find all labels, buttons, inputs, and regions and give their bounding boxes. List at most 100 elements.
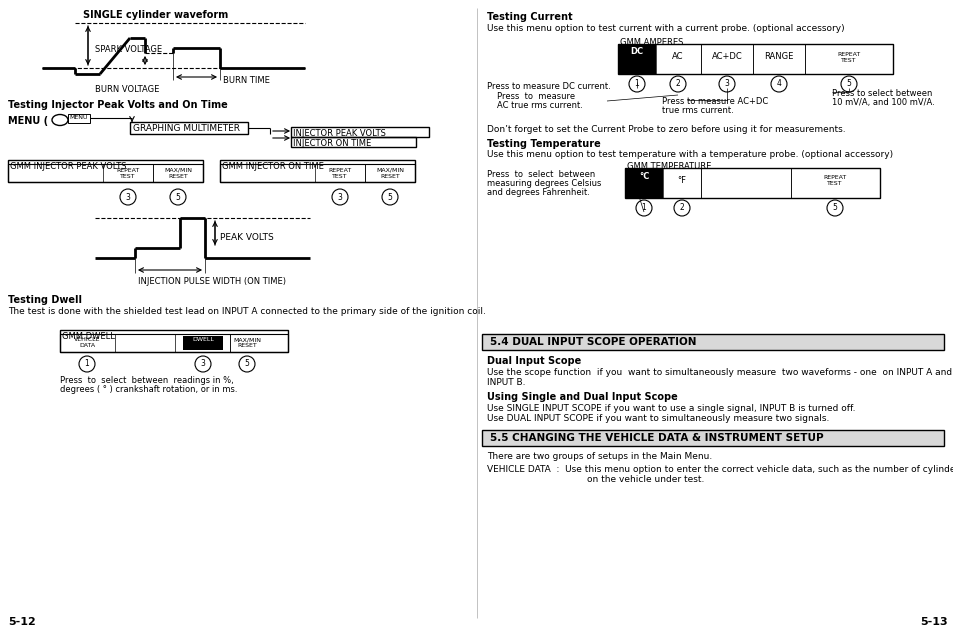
Text: 1: 1 bbox=[634, 80, 639, 88]
Text: BURN VOLTAGE: BURN VOLTAGE bbox=[95, 85, 159, 94]
Text: 5-12: 5-12 bbox=[8, 617, 35, 626]
Text: MAX/MIN
RESET: MAX/MIN RESET bbox=[233, 337, 261, 348]
Bar bbox=[152, 164, 203, 182]
Text: Press to measure DC current.: Press to measure DC current. bbox=[486, 82, 610, 91]
Bar bbox=[103, 164, 152, 182]
Text: 2: 2 bbox=[675, 80, 679, 88]
Text: Press to measure AC+DC: Press to measure AC+DC bbox=[661, 97, 767, 106]
Text: 3: 3 bbox=[200, 359, 205, 369]
Bar bbox=[700, 168, 790, 198]
Bar bbox=[481, 334, 943, 350]
Text: INJECTION PULSE WIDTH (ON TIME): INJECTION PULSE WIDTH (ON TIME) bbox=[138, 277, 286, 286]
Text: on the vehicle under test.: on the vehicle under test. bbox=[586, 475, 703, 484]
Text: Use this menu option to test temperature with a temperature probe. (optional acc: Use this menu option to test temperature… bbox=[486, 150, 892, 159]
Bar bbox=[220, 160, 415, 182]
Text: VEHICLE
DATA: VEHICLE DATA bbox=[73, 337, 100, 348]
Text: BURN TIME: BURN TIME bbox=[223, 76, 270, 85]
Text: There are two groups of setups in the Main Menu.: There are two groups of setups in the Ma… bbox=[486, 452, 712, 461]
Text: measuring degrees Celsius: measuring degrees Celsius bbox=[486, 179, 600, 188]
Text: Press  to  measure: Press to measure bbox=[497, 92, 575, 101]
Text: 2: 2 bbox=[679, 203, 683, 212]
Text: °F: °F bbox=[677, 176, 686, 185]
Text: Press  to  select  between  readings in %,: Press to select between readings in %, bbox=[60, 376, 233, 385]
Text: Use this menu option to test current with a current probe. (optional accessory): Use this menu option to test current wit… bbox=[486, 24, 843, 33]
Text: 1: 1 bbox=[641, 203, 646, 212]
Text: SPARK VOLTAGE: SPARK VOLTAGE bbox=[95, 45, 162, 54]
Bar bbox=[60, 330, 288, 352]
Text: Use DUAL INPUT SCOPE if you want to simultaneously measure two signals.: Use DUAL INPUT SCOPE if you want to simu… bbox=[486, 414, 828, 423]
Text: INPUT B.: INPUT B. bbox=[486, 378, 525, 387]
Text: and degrees Fahrenheit.: and degrees Fahrenheit. bbox=[486, 188, 589, 197]
Bar bbox=[291, 127, 429, 137]
Text: REPEAT
TEST: REPEAT TEST bbox=[822, 175, 845, 186]
Text: SINGLE cylinder waveform: SINGLE cylinder waveform bbox=[83, 10, 228, 20]
Text: REPEAT
TEST: REPEAT TEST bbox=[116, 168, 139, 179]
Text: degrees ( ° ) crankshaft rotation, or in ms.: degrees ( ° ) crankshaft rotation, or in… bbox=[60, 385, 237, 394]
Text: true rms current.: true rms current. bbox=[661, 106, 733, 115]
Text: GMM AMPERES: GMM AMPERES bbox=[619, 38, 682, 47]
Text: 1: 1 bbox=[85, 359, 90, 369]
Text: DC: DC bbox=[630, 47, 643, 56]
Bar bbox=[624, 168, 662, 198]
Text: 3: 3 bbox=[723, 80, 729, 88]
Text: 3: 3 bbox=[337, 193, 342, 202]
Text: RANGE: RANGE bbox=[763, 52, 793, 61]
Text: INJECTOR PEAK VOLTS: INJECTOR PEAK VOLTS bbox=[293, 129, 385, 138]
Text: Don’t forget to set the Current Probe to zero before using it for measurements.: Don’t forget to set the Current Probe to… bbox=[486, 125, 844, 134]
Bar bbox=[481, 430, 943, 446]
Bar bbox=[230, 334, 288, 352]
Bar bbox=[314, 164, 365, 182]
Bar bbox=[68, 114, 90, 123]
Text: MAX/MIN
RESET: MAX/MIN RESET bbox=[164, 168, 192, 179]
Bar bbox=[618, 44, 656, 74]
Bar bbox=[481, 334, 943, 350]
Text: 5: 5 bbox=[175, 193, 180, 202]
Text: 5-13: 5-13 bbox=[919, 617, 946, 626]
Bar bbox=[624, 168, 879, 198]
Text: Testing Current: Testing Current bbox=[486, 12, 572, 22]
Text: Testing Dwell: Testing Dwell bbox=[8, 295, 82, 305]
Text: 5.4 DUAL INPUT SCOPE OPERATION: 5.4 DUAL INPUT SCOPE OPERATION bbox=[490, 337, 696, 347]
Text: GRAPHING MULTIMETER: GRAPHING MULTIMETER bbox=[132, 124, 240, 133]
Text: The test is done with the shielded test lead on INPUT A connected to the primary: The test is done with the shielded test … bbox=[8, 307, 485, 316]
Text: 5.5 CHANGING THE VEHICLE DATA & INSTRUMENT SETUP: 5.5 CHANGING THE VEHICLE DATA & INSTRUME… bbox=[490, 433, 822, 443]
Text: 4: 4 bbox=[776, 80, 781, 88]
Text: GMM TEMPERATURE: GMM TEMPERATURE bbox=[626, 162, 711, 171]
Text: AC true rms current.: AC true rms current. bbox=[497, 101, 582, 110]
Text: 5: 5 bbox=[387, 193, 392, 202]
Bar bbox=[60, 334, 115, 352]
Text: PEAK VOLTS: PEAK VOLTS bbox=[220, 233, 274, 242]
Text: Testing Injector Peak Volts and On Time: Testing Injector Peak Volts and On Time bbox=[8, 100, 228, 110]
Text: Using Single and Dual Input Scope: Using Single and Dual Input Scope bbox=[486, 392, 677, 402]
Text: DWELL: DWELL bbox=[192, 337, 213, 342]
Bar bbox=[291, 137, 416, 147]
Text: MENU: MENU bbox=[69, 115, 88, 120]
Text: 10 mV/A, and 100 mV/A.: 10 mV/A, and 100 mV/A. bbox=[831, 98, 934, 107]
Bar bbox=[656, 44, 700, 74]
Text: GMM INJECTOR PEAK VOLTS: GMM INJECTOR PEAK VOLTS bbox=[10, 162, 127, 171]
Bar bbox=[60, 334, 288, 352]
Text: VEHICLE DATA  :  Use this menu option to enter the correct vehicle data, such as: VEHICLE DATA : Use this menu option to e… bbox=[486, 465, 953, 474]
Text: °C: °C bbox=[639, 172, 648, 181]
Bar bbox=[130, 122, 248, 134]
Text: 5: 5 bbox=[832, 203, 837, 212]
Bar bbox=[8, 164, 203, 182]
Bar bbox=[618, 44, 892, 74]
Text: INJECTOR ON TIME: INJECTOR ON TIME bbox=[293, 139, 371, 148]
Text: REPEAT
TEST: REPEAT TEST bbox=[837, 52, 860, 63]
Text: 5: 5 bbox=[244, 359, 249, 369]
Bar bbox=[8, 160, 203, 182]
Bar bbox=[220, 164, 415, 182]
Bar bbox=[183, 336, 223, 350]
Text: Use the scope function  if you  want to simultaneously measure  two waveforms - : Use the scope function if you want to si… bbox=[486, 368, 953, 377]
Text: Use SINGLE INPUT SCOPE if you want to use a single signal, INPUT B is turned off: Use SINGLE INPUT SCOPE if you want to us… bbox=[486, 404, 855, 413]
Text: AC+DC: AC+DC bbox=[711, 52, 741, 61]
Text: MAX/MIN
RESET: MAX/MIN RESET bbox=[375, 168, 403, 179]
Bar bbox=[804, 44, 892, 74]
Text: 3: 3 bbox=[126, 193, 131, 202]
Text: REPEAT
TEST: REPEAT TEST bbox=[328, 168, 352, 179]
Text: Dual Input Scope: Dual Input Scope bbox=[486, 356, 580, 366]
Text: Press  to  select  between: Press to select between bbox=[486, 170, 595, 179]
Bar bbox=[790, 168, 879, 198]
Text: GMM DWELL: GMM DWELL bbox=[62, 332, 114, 341]
